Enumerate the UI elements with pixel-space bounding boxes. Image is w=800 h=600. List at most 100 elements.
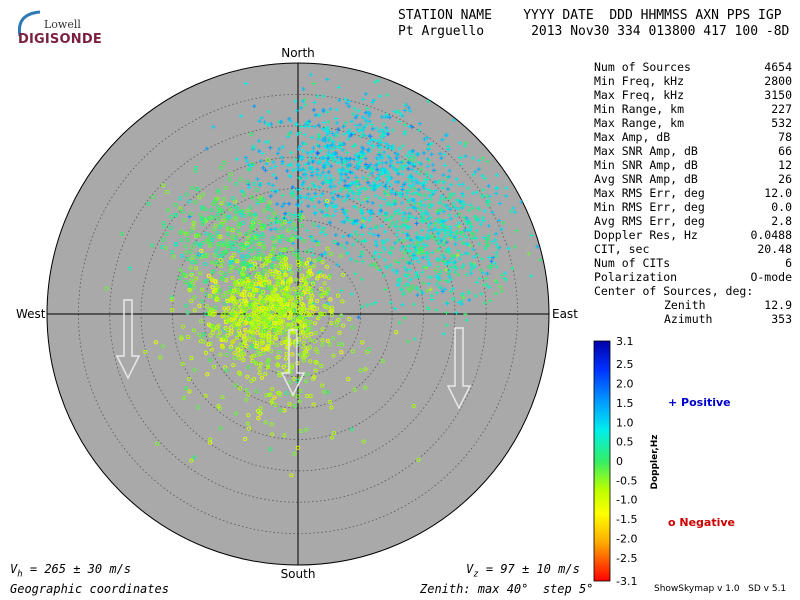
- positive-point: [275, 151, 280, 156]
- negative-point: [301, 306, 307, 311]
- positive-point: [342, 178, 347, 183]
- positive-point: [358, 208, 363, 213]
- negative-point: [242, 289, 247, 294]
- positive-point: [442, 163, 447, 168]
- positive-point: [441, 259, 446, 264]
- negative-point: [198, 212, 203, 218]
- negative-point: [212, 364, 217, 369]
- positive-point: [397, 320, 402, 325]
- negative-point: [233, 383, 238, 388]
- positive-point: [371, 168, 376, 173]
- positive-point: [410, 167, 415, 172]
- negative-point: [301, 341, 306, 346]
- positive-point: [418, 237, 423, 242]
- negative-point: [198, 271, 203, 276]
- positive-point: [380, 114, 385, 119]
- negative-point: [260, 232, 265, 237]
- negative-point: [238, 372, 243, 377]
- positive-point: [392, 211, 397, 216]
- positive-point: [451, 286, 456, 291]
- positive-point: [401, 210, 406, 215]
- negative-point: [231, 252, 236, 257]
- negative-point: [219, 250, 224, 255]
- positive-point: [447, 274, 452, 279]
- positive-point: [401, 214, 406, 219]
- negative-point: [250, 218, 255, 223]
- positive-point: [402, 108, 407, 113]
- negative-point: [340, 272, 346, 277]
- negative-point: [189, 356, 194, 361]
- positive-point: [477, 276, 482, 281]
- logo-line1: Lowell: [44, 18, 81, 31]
- negative-point: [255, 330, 260, 335]
- negative-point: [233, 216, 238, 222]
- negative-point: [316, 257, 321, 262]
- positive-point: [308, 158, 312, 163]
- negative-point: [160, 344, 166, 349]
- negative-point: [271, 290, 276, 295]
- positive-point: [459, 162, 464, 167]
- negative-point: [289, 247, 294, 252]
- positive-point: [429, 297, 434, 302]
- negative-point: [311, 376, 316, 381]
- negative-point: [295, 445, 300, 450]
- positive-point: [324, 160, 329, 165]
- negative-point: [309, 298, 314, 303]
- stat-value: 20.48: [757, 242, 792, 256]
- positive-point: [408, 109, 413, 114]
- positive-point: [275, 202, 280, 207]
- negative-point: [258, 275, 263, 280]
- negative-point: [203, 393, 208, 398]
- positive-point: [439, 156, 444, 161]
- negative-point: [208, 341, 213, 346]
- positive-point: [461, 193, 466, 198]
- positive-point: [413, 256, 418, 261]
- negative-point: [282, 264, 287, 269]
- negative-point: [190, 244, 195, 249]
- positive-point: [404, 153, 409, 158]
- stat-value: 532: [771, 116, 792, 130]
- negative-point: [235, 325, 240, 331]
- positive-point: [305, 151, 310, 156]
- positive-point: [356, 162, 361, 167]
- positive-point: [371, 144, 376, 149]
- negative-point: [183, 244, 188, 249]
- positive-point: [494, 280, 499, 285]
- negative-point: [233, 301, 238, 306]
- negative-point: [309, 272, 314, 277]
- negative-point: [212, 327, 217, 332]
- positive-point: [463, 312, 468, 317]
- negative-point: [258, 295, 263, 300]
- positive-point: [364, 119, 369, 124]
- positive-point: [324, 173, 329, 178]
- negative-point: [206, 322, 211, 327]
- positive-point: [387, 171, 392, 176]
- negative-point: [247, 345, 252, 350]
- negative-point: [212, 227, 217, 232]
- negative-point: [271, 256, 276, 262]
- negative-point: [272, 328, 277, 333]
- negative-point: [170, 297, 175, 302]
- positive-point: [298, 175, 303, 180]
- negative-point: [173, 242, 179, 247]
- negative-point: [179, 229, 184, 234]
- negative-point: [270, 432, 275, 437]
- negative-point: [238, 386, 243, 391]
- positive-point: [293, 99, 298, 104]
- negative-point: [169, 250, 175, 255]
- positive-point: [288, 174, 293, 179]
- negative-point: [151, 194, 156, 199]
- positive-point: [385, 202, 390, 207]
- positive-point: [457, 140, 462, 145]
- negative-point: [220, 293, 225, 298]
- positive-point: [443, 224, 448, 229]
- negative-point: [155, 441, 160, 446]
- positive-point: [298, 195, 303, 200]
- compass-north: North: [281, 46, 315, 60]
- positive-point: [442, 255, 447, 260]
- positive-point: [303, 102, 308, 107]
- negative-point: [320, 327, 325, 332]
- negative-point: [193, 241, 198, 246]
- negative-point: [327, 273, 332, 278]
- negative-point: [238, 317, 244, 323]
